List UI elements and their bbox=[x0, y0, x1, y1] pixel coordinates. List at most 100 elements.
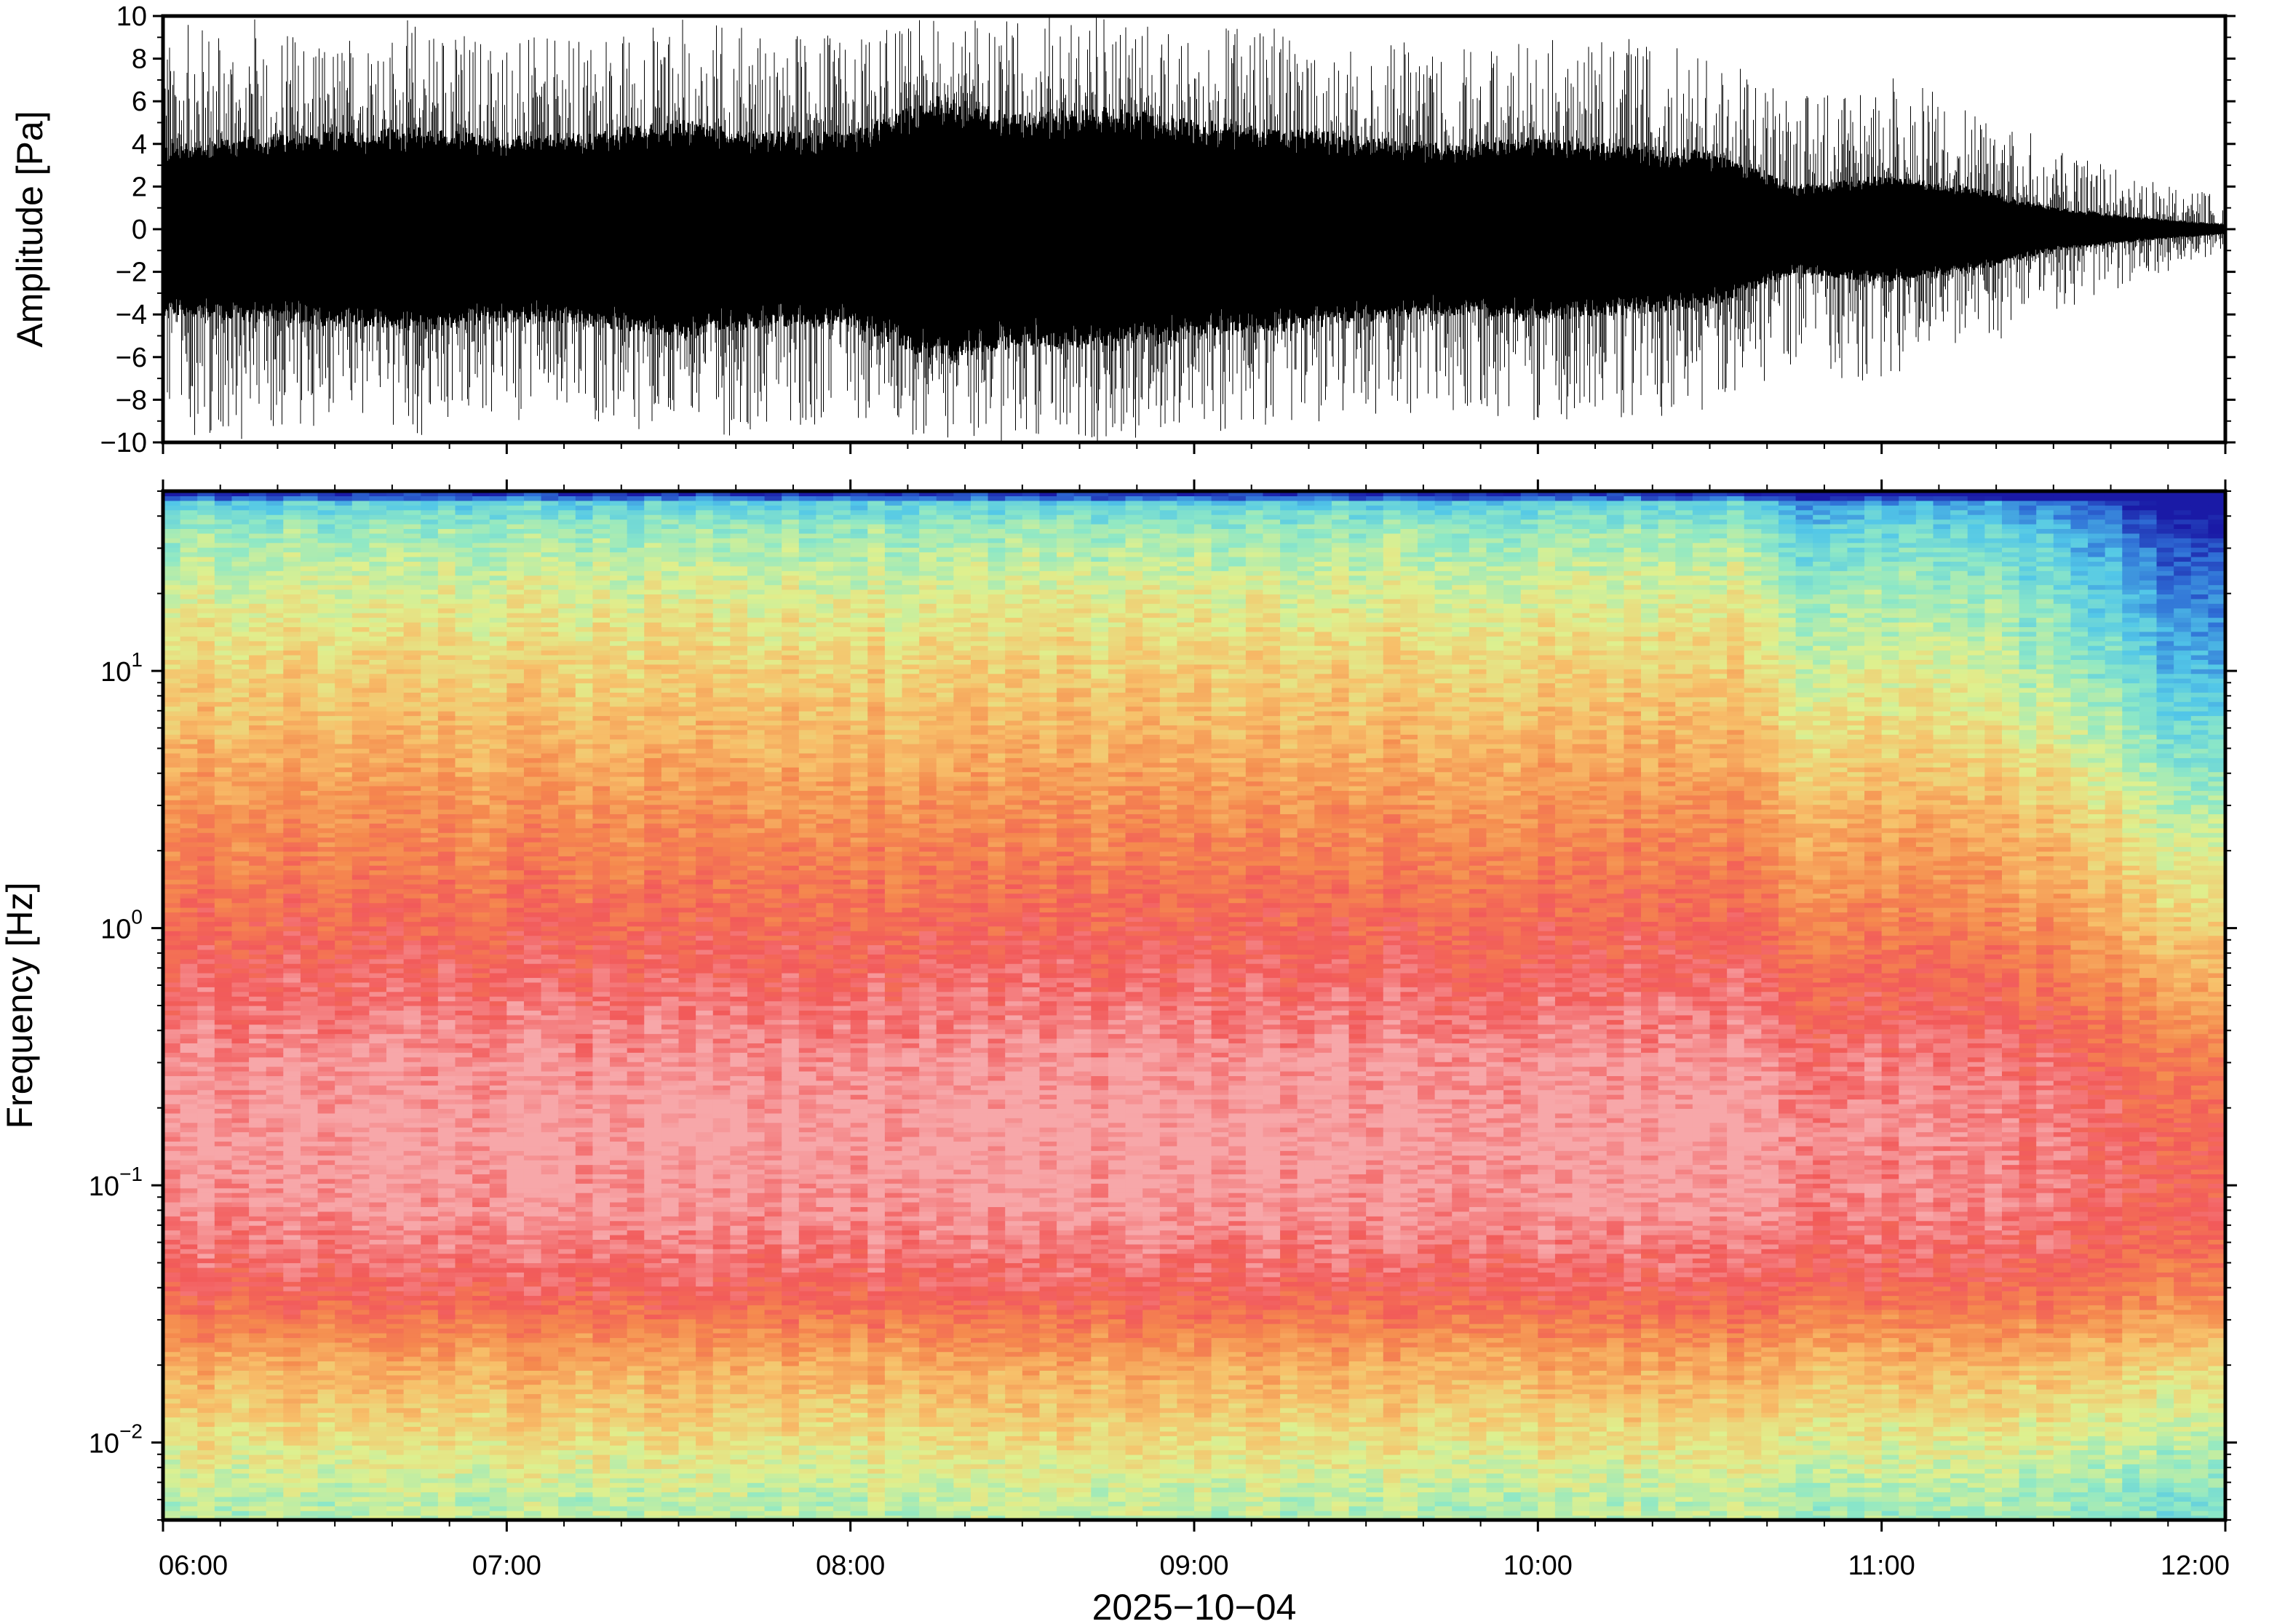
spectrogram-cell bbox=[231, 1024, 250, 1030]
spectrogram-cell bbox=[506, 883, 525, 889]
spectrogram-cell bbox=[369, 1220, 387, 1226]
spectrogram-cell bbox=[523, 795, 542, 800]
spectrogram-cell bbox=[386, 1099, 405, 1104]
spectrogram-cell bbox=[300, 1056, 319, 1062]
spectrogram-cell bbox=[317, 1131, 335, 1137]
spectrogram-cell bbox=[317, 650, 335, 656]
spectrogram-cell bbox=[421, 1449, 439, 1455]
spectrogram-cell bbox=[214, 935, 233, 941]
spectrogram-cell bbox=[266, 584, 284, 590]
spectrogram-cell bbox=[455, 1356, 473, 1362]
spectrogram-cell bbox=[214, 1436, 233, 1441]
spectrogram-cell bbox=[266, 757, 284, 763]
spectrogram-cell bbox=[249, 1038, 267, 1044]
spectrogram-cell bbox=[335, 1412, 353, 1418]
spectrogram-cell bbox=[369, 547, 387, 553]
spectrogram-cell bbox=[472, 1482, 490, 1488]
spectrogram-cell bbox=[266, 1459, 284, 1465]
spectrogram-cell bbox=[283, 1332, 301, 1338]
spectrogram-cell bbox=[369, 837, 387, 843]
spectrogram-cell bbox=[231, 1150, 250, 1156]
spectrogram-cell bbox=[403, 1183, 421, 1189]
spectrogram-cell bbox=[300, 1276, 319, 1282]
spectrogram-cell bbox=[489, 626, 507, 632]
spectrogram-cell bbox=[472, 1220, 490, 1226]
spectrogram-cell bbox=[249, 846, 267, 852]
spectrogram-cell bbox=[231, 1029, 250, 1035]
spectrogram-cell bbox=[249, 603, 267, 609]
spectrogram-cell bbox=[249, 1164, 267, 1170]
spectrogram-cell bbox=[335, 617, 353, 623]
spectrogram-cell bbox=[317, 991, 335, 997]
spectrogram-cell bbox=[455, 711, 473, 717]
spectrogram-cell bbox=[317, 1085, 335, 1091]
spectrogram-cell bbox=[231, 640, 250, 646]
spectrogram-cell bbox=[455, 883, 473, 889]
spectrogram-cell bbox=[489, 1062, 507, 1067]
spectrogram-cell bbox=[403, 1024, 421, 1030]
spectrogram-cell bbox=[455, 818, 473, 824]
spectrogram-cell bbox=[163, 514, 181, 520]
spectrogram-cell bbox=[180, 1075, 198, 1081]
spectrogram-cell bbox=[300, 748, 319, 754]
spectrogram-cell bbox=[455, 1193, 473, 1198]
spectrogram-cell bbox=[472, 669, 490, 674]
spectrogram-cell bbox=[249, 687, 267, 693]
spectrogram-cell bbox=[335, 781, 353, 787]
spectrogram-cell bbox=[180, 575, 198, 581]
spectrogram-cell bbox=[421, 1515, 439, 1521]
spectrogram-cell bbox=[197, 1024, 215, 1030]
spectrogram-cell bbox=[421, 701, 439, 707]
spectrogram-cell bbox=[351, 636, 370, 642]
spectrogram-cell bbox=[351, 1492, 370, 1497]
spectrogram-cell bbox=[386, 842, 405, 848]
spectrogram-cell bbox=[231, 1169, 250, 1174]
spectrogram-cell bbox=[437, 1099, 456, 1104]
spectrogram-cell bbox=[214, 982, 233, 987]
spectrogram-cell bbox=[455, 1174, 473, 1179]
spectrogram-cell bbox=[300, 1174, 319, 1179]
spectrogram-cell bbox=[197, 785, 215, 791]
spectrogram-cell bbox=[180, 1459, 198, 1465]
spectrogram-cell bbox=[249, 701, 267, 707]
spectrogram-cell bbox=[506, 706, 525, 712]
spectrogram-cell bbox=[421, 954, 439, 960]
spectrogram-cell bbox=[231, 1160, 250, 1166]
spectrogram-cell bbox=[283, 659, 301, 665]
spectrogram-cell bbox=[180, 1281, 198, 1287]
spectrogram-cell bbox=[317, 1449, 335, 1455]
spectrogram-cell bbox=[351, 594, 370, 600]
spectrogram-cell bbox=[317, 1337, 335, 1343]
spectrogram-cell bbox=[472, 944, 490, 950]
spectrogram-cell bbox=[163, 842, 181, 848]
spectrogram-cell bbox=[472, 678, 490, 684]
spectrogram-cell bbox=[369, 1056, 387, 1062]
spectrogram-cell bbox=[523, 1276, 542, 1282]
spectrogram-cell bbox=[455, 1510, 473, 1516]
spectrogram-cell bbox=[506, 1193, 525, 1198]
spectrogram-cell bbox=[455, 594, 473, 600]
spectrogram-cell bbox=[180, 1412, 198, 1418]
spectrogram-cell bbox=[283, 1389, 301, 1395]
spectrogram-cell bbox=[421, 500, 439, 506]
spectrogram-cell bbox=[455, 533, 473, 538]
spectrogram-cell bbox=[369, 575, 387, 581]
spectrogram-cell bbox=[231, 1496, 250, 1502]
spectrogram-cell bbox=[180, 1136, 198, 1142]
spectrogram-cell bbox=[523, 570, 542, 576]
spectrogram-cell bbox=[231, 575, 250, 581]
spectrogram-cell bbox=[197, 654, 215, 660]
spectrogram-cell bbox=[489, 1305, 507, 1310]
spectrogram-cell bbox=[386, 580, 405, 586]
spectrogram-cell bbox=[523, 1374, 542, 1380]
spectrogram-cell bbox=[317, 1164, 335, 1170]
spectrogram-cell bbox=[231, 1445, 250, 1451]
spectrogram-cell bbox=[437, 1324, 456, 1329]
spectrogram-cell bbox=[489, 1314, 507, 1320]
spectrogram-cell bbox=[523, 1314, 542, 1320]
spectrogram-cell bbox=[386, 902, 405, 908]
spectrogram-cell bbox=[335, 1094, 353, 1100]
spectrogram-cell bbox=[180, 1234, 198, 1240]
spectrogram-cell bbox=[317, 739, 335, 744]
spectrogram-cell bbox=[421, 659, 439, 665]
